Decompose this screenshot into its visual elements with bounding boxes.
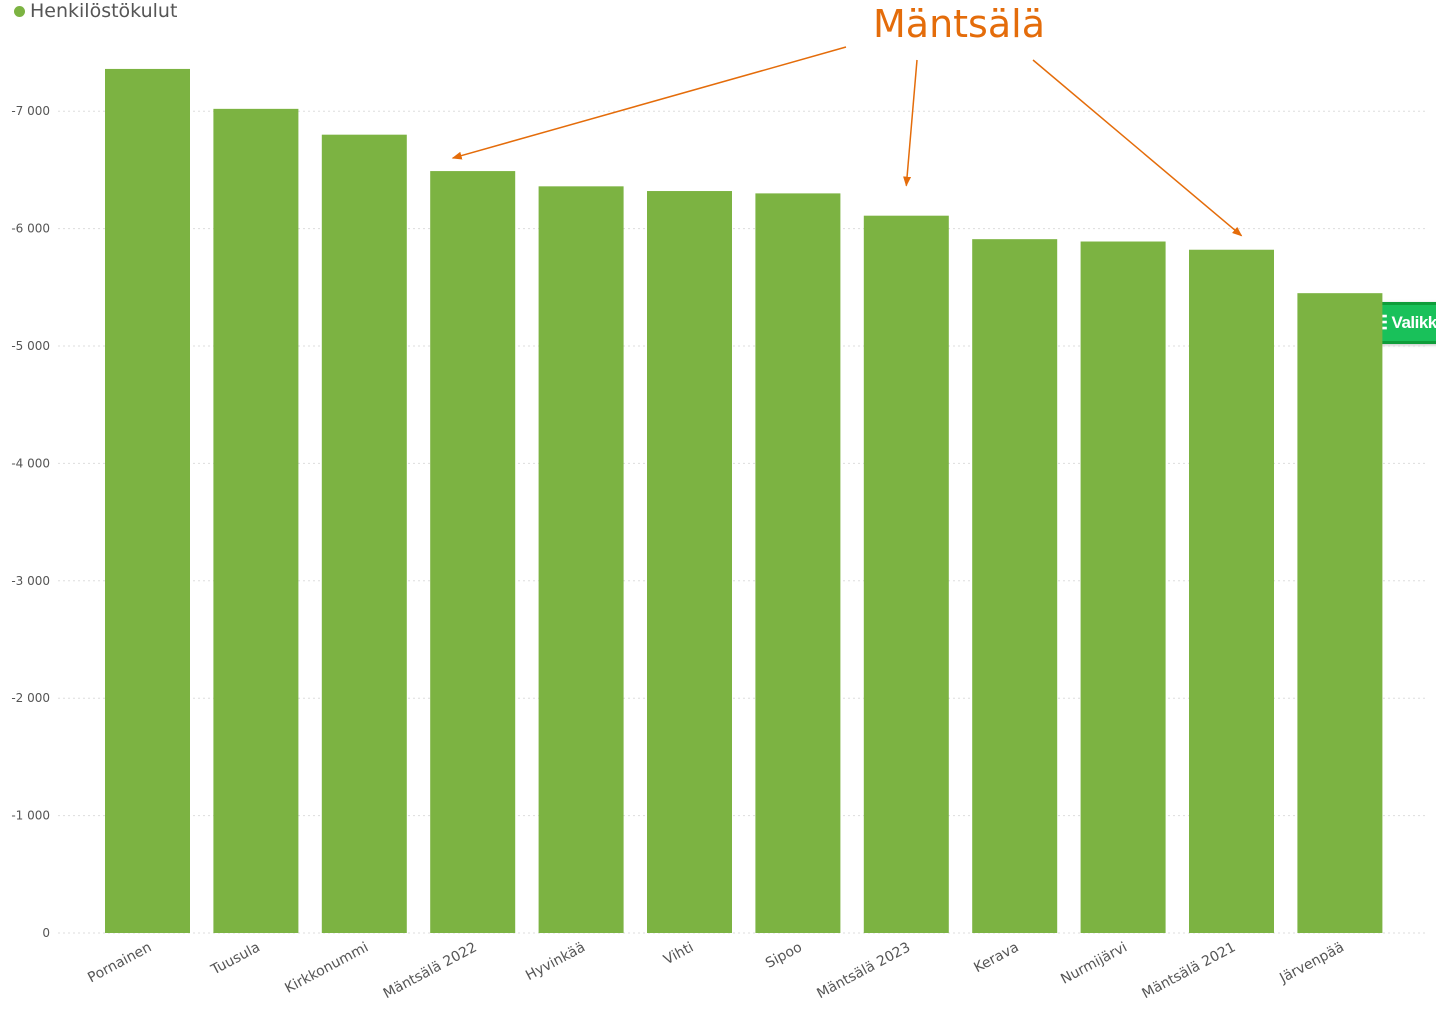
legend-label: Henkilöstökulut <box>30 0 178 22</box>
bar[interactable] <box>430 171 516 934</box>
bar[interactable] <box>647 191 732 934</box>
annotation-arrow <box>451 46 847 160</box>
menu-button-label: Valikko <box>1391 313 1436 332</box>
y-tick-label: 0 <box>42 926 50 940</box>
bar[interactable] <box>972 239 1058 933</box>
y-tick-label: -5 000 <box>11 339 50 353</box>
y-tick-label: -1 000 <box>11 809 50 823</box>
bar[interactable] <box>538 186 624 933</box>
annotation-arrow <box>903 59 918 187</box>
y-tick-label: -4 000 <box>11 456 50 470</box>
x-tick-label: Mäntsälä 2021 <box>1140 939 1239 1002</box>
y-tick-label: -2 000 <box>11 691 50 705</box>
x-tick-label: Kerava <box>971 939 1021 976</box>
x-tick-label: Mäntsälä 2022 <box>381 939 480 1002</box>
bar[interactable] <box>863 215 949 933</box>
x-tick-label: Mäntsälä 2023 <box>814 939 913 1002</box>
bar[interactable] <box>755 193 841 933</box>
bar[interactable] <box>1080 241 1166 933</box>
bar[interactable] <box>105 68 190 934</box>
annotation-title: Mäntsälä <box>873 2 1045 46</box>
x-tick-label: Järvenpää <box>1276 939 1346 987</box>
bar[interactable] <box>321 134 407 933</box>
x-tick-label: Hyvinkää <box>523 939 588 984</box>
bar[interactable] <box>213 108 299 934</box>
legend-dot-icon <box>14 5 25 17</box>
x-tick-label: Tuusula <box>208 939 263 978</box>
y-tick-label: -7 000 <box>11 104 50 118</box>
x-tick-label: Vihti <box>661 939 696 968</box>
bar[interactable] <box>1297 293 1383 933</box>
x-tick-label: Kirkkonummi <box>282 939 371 996</box>
bar[interactable] <box>1189 249 1274 933</box>
x-tick-label: Pornainen <box>85 939 154 986</box>
y-tick-label: -3 000 <box>11 574 50 588</box>
annotation-arrow <box>1032 59 1243 237</box>
y-tick-label: -6 000 <box>11 222 50 236</box>
x-tick-label: Nurmijärvi <box>1058 939 1130 987</box>
legend: Henkilöstökulut <box>14 0 177 22</box>
x-tick-label: Sipoo <box>763 939 805 971</box>
